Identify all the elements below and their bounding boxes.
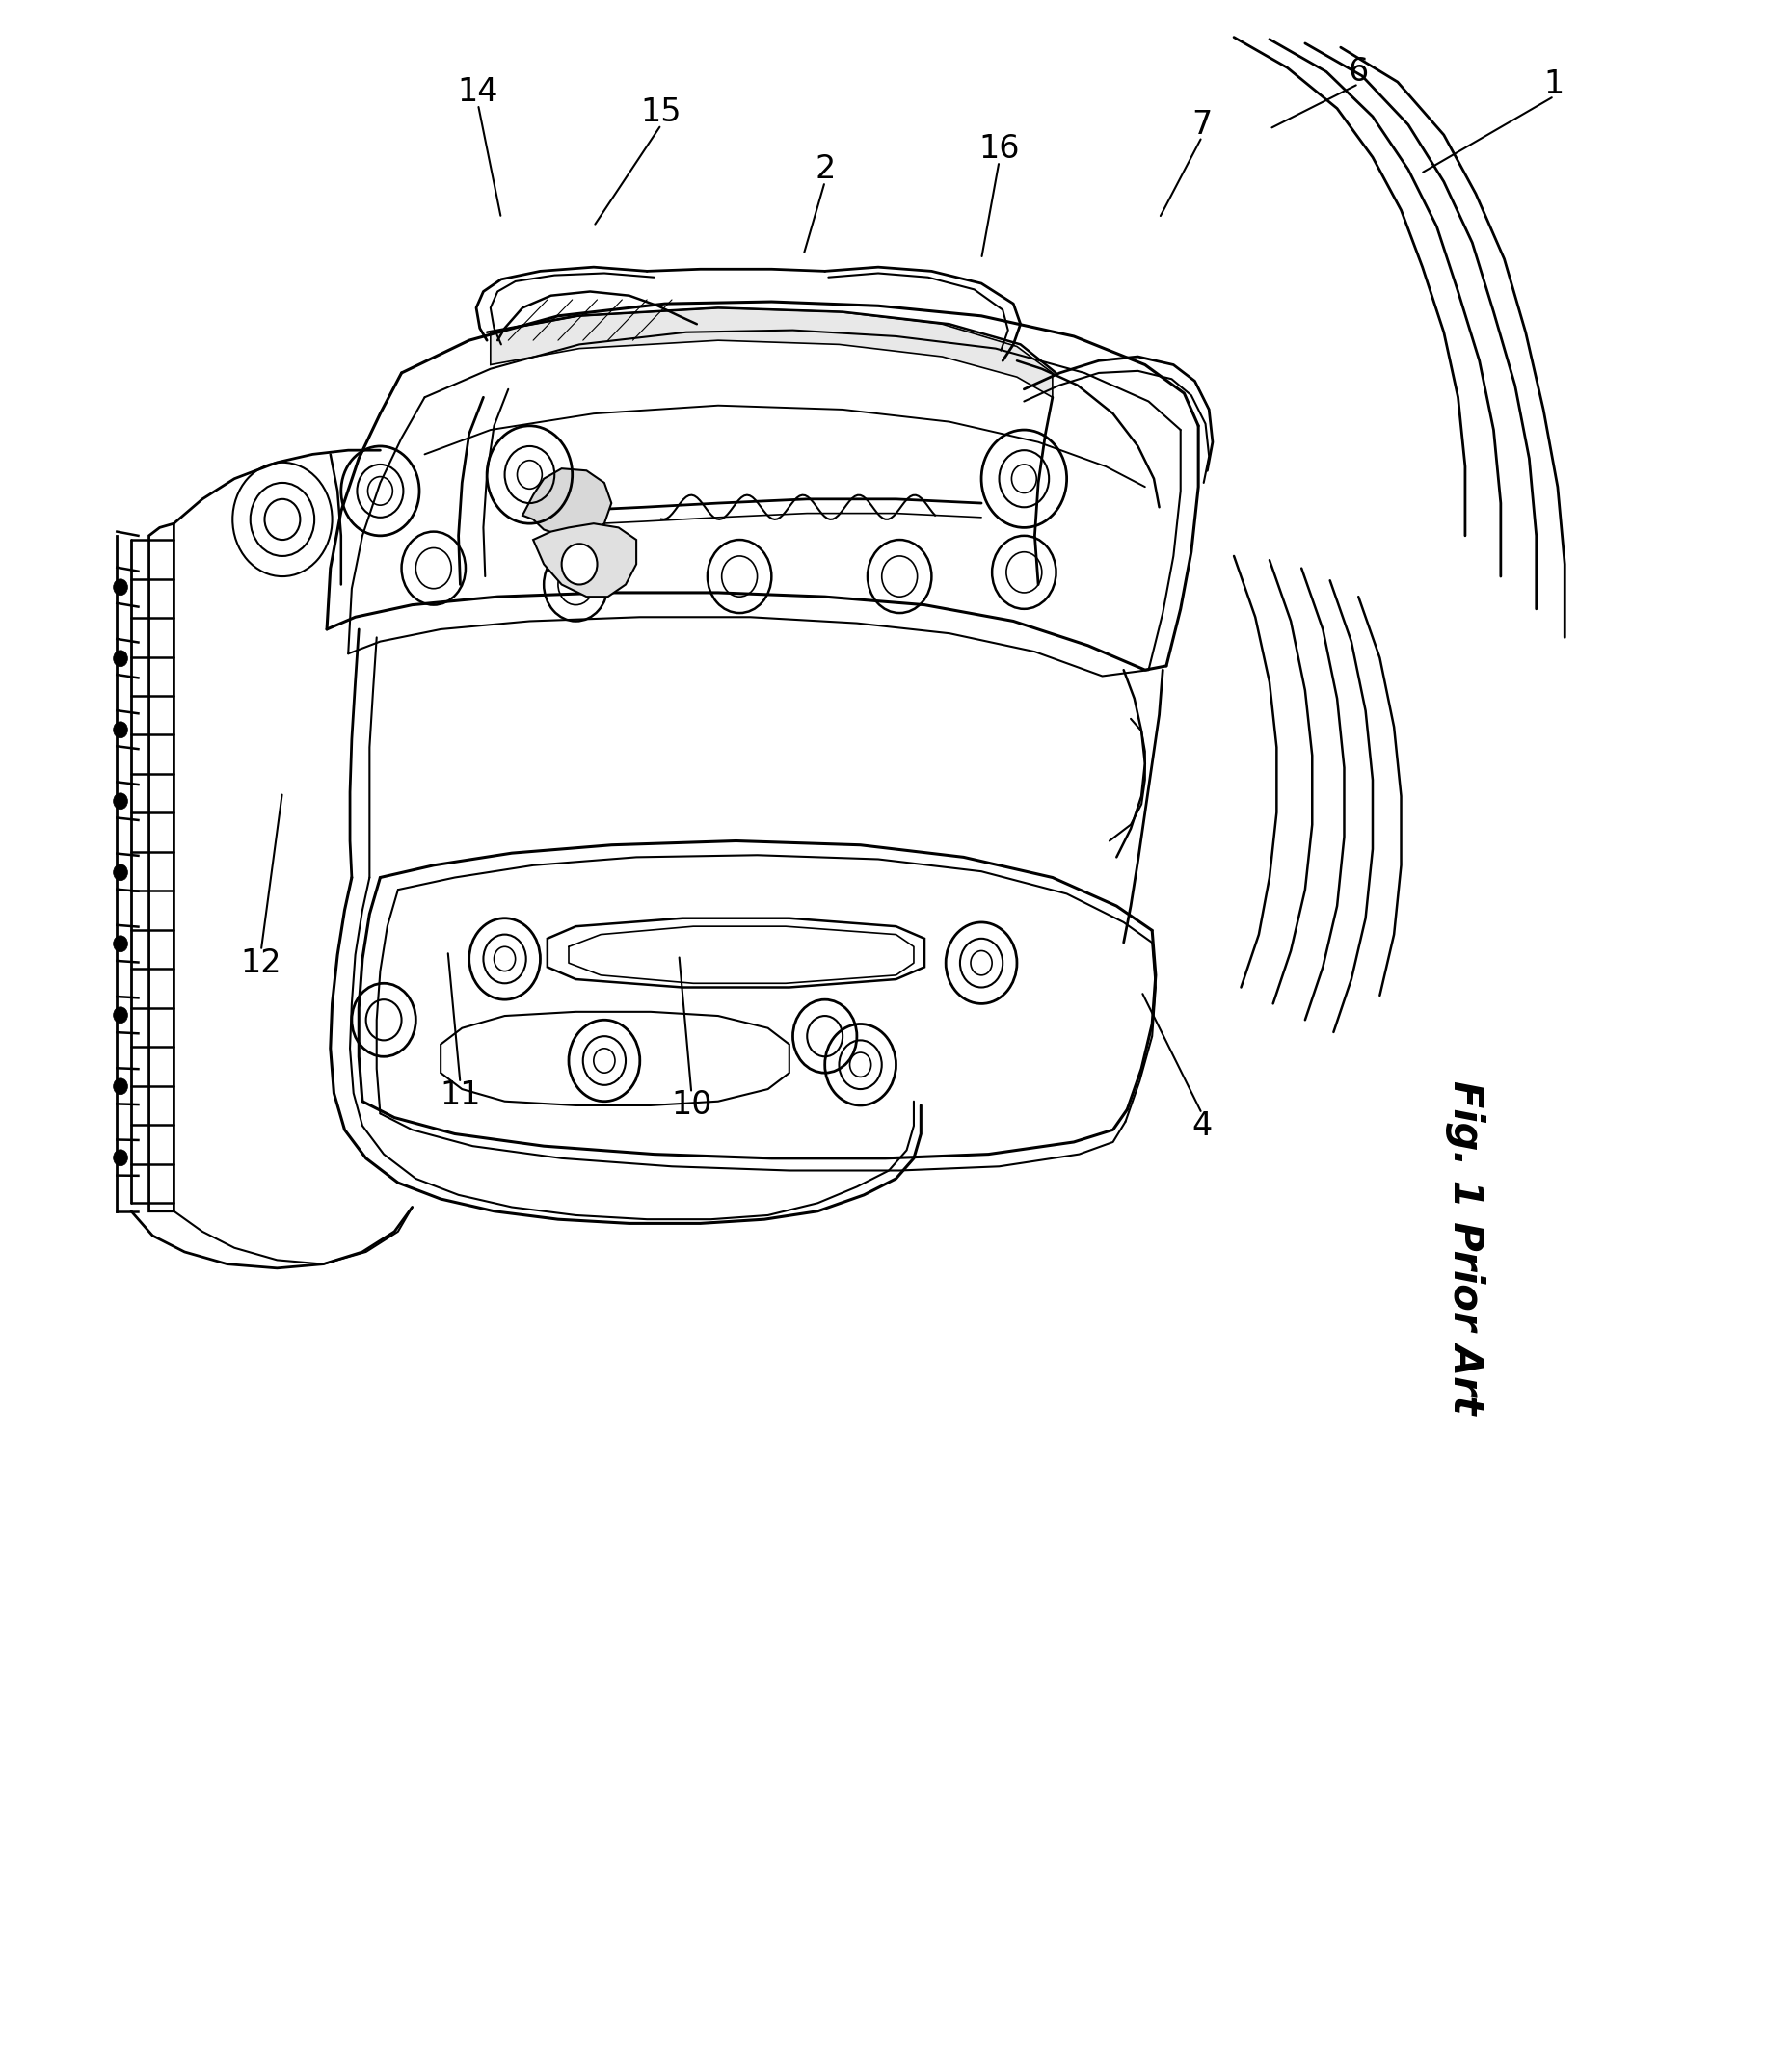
Polygon shape <box>441 1012 788 1106</box>
Polygon shape <box>523 469 611 537</box>
Polygon shape <box>534 524 636 596</box>
Polygon shape <box>547 918 925 987</box>
Circle shape <box>113 936 127 952</box>
Text: 2: 2 <box>815 154 835 186</box>
Text: 16: 16 <box>978 133 1020 166</box>
Circle shape <box>113 1079 127 1094</box>
Text: 4: 4 <box>1192 1110 1211 1141</box>
Circle shape <box>113 1008 127 1024</box>
Polygon shape <box>149 524 174 1210</box>
Text: 11: 11 <box>439 1079 480 1112</box>
Circle shape <box>113 580 127 596</box>
Circle shape <box>113 1149 127 1165</box>
Text: 7: 7 <box>1192 109 1211 141</box>
Circle shape <box>113 793 127 809</box>
Text: Fig. 1 Prior Art: Fig. 1 Prior Art <box>1444 1081 1486 1415</box>
Text: 15: 15 <box>642 96 681 129</box>
Text: 10: 10 <box>670 1090 711 1122</box>
Circle shape <box>561 545 597 584</box>
Polygon shape <box>491 307 1052 397</box>
Circle shape <box>113 651 127 668</box>
Circle shape <box>113 864 127 881</box>
Text: 14: 14 <box>457 76 498 109</box>
Text: 12: 12 <box>240 946 281 979</box>
Text: 1: 1 <box>1545 68 1564 100</box>
Circle shape <box>113 721 127 737</box>
Text: 6: 6 <box>1348 55 1369 88</box>
